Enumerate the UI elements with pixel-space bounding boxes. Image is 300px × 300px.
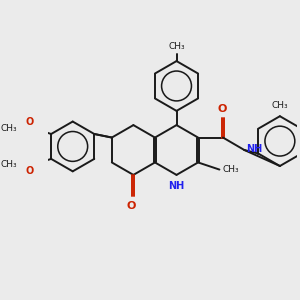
Text: O: O [25, 117, 33, 127]
Text: O: O [25, 166, 33, 176]
Text: CH₃: CH₃ [1, 124, 17, 133]
Text: CH₃: CH₃ [272, 101, 288, 110]
Text: O: O [218, 104, 227, 114]
Text: O: O [127, 201, 136, 211]
Text: NH: NH [168, 181, 184, 191]
Text: NH: NH [246, 144, 262, 154]
Text: CH₃: CH₃ [168, 42, 185, 51]
Text: CH₃: CH₃ [222, 165, 239, 174]
Text: CH₃: CH₃ [1, 160, 17, 169]
